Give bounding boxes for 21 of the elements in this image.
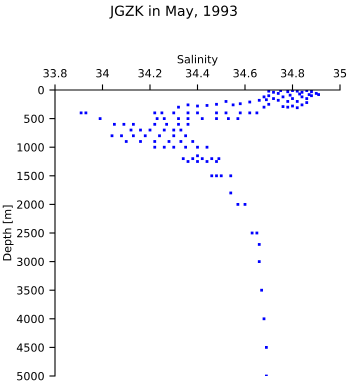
x-tick-label: 33.8 [43, 69, 67, 78]
y-tick-label: 4000 [16, 314, 44, 324]
y-tick-label: 1500 [18, 172, 44, 180]
x-tick-label: 34 [96, 69, 109, 78]
y-tick-label: 5000 [17, 372, 44, 380]
y-axis-title: Depth [m] [2, 206, 14, 260]
x-tick-label: 34.4 [186, 69, 210, 78]
x-tick-label: 34.2 [138, 69, 162, 78]
y-tick-label: 0 [38, 86, 44, 94]
y-tick-label: 2000 [17, 200, 44, 209]
x-tick-label: 34.8 [280, 69, 304, 78]
y-tick-label: 500 [24, 114, 44, 123]
y-tick-label: 3500 [17, 286, 44, 295]
x-tick-label: 35 [334, 69, 346, 78]
y-tick-label: 2500 [17, 228, 44, 238]
x-axis-title: Salinity [178, 54, 218, 66]
chart-title: JGZK in May, 1993 [109, 5, 237, 19]
y-tick-label: 1000 [18, 143, 44, 152]
x-tick-label: 34.6 [233, 69, 257, 78]
y-tick-label: 3000 [17, 258, 44, 266]
y-tick-label: 4500 [16, 343, 44, 352]
